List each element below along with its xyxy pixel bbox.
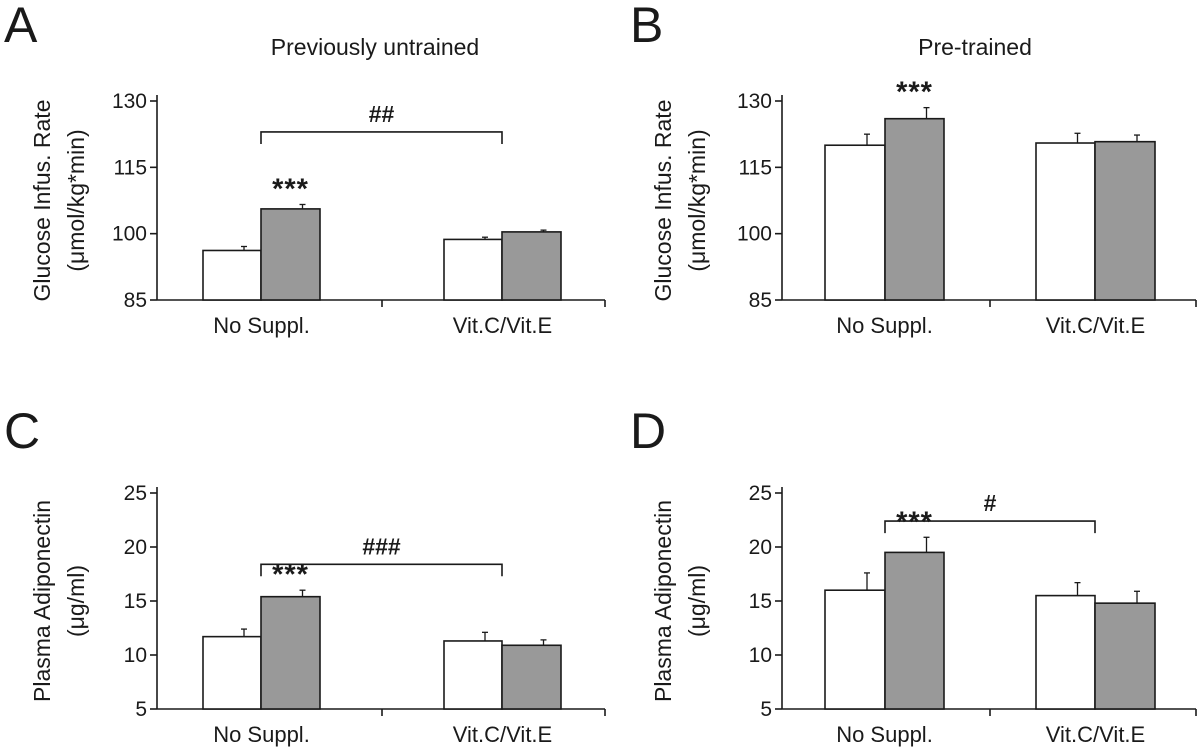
comparison-bracket (884, 520, 1096, 534)
bar (443, 238, 503, 301)
comparison-bracket (260, 563, 503, 577)
panel-title: Previously untrained (271, 34, 479, 60)
category-label: Vit.C/Vit.E (1046, 722, 1145, 747)
bar (1035, 594, 1096, 710)
y-axis-unit-label: (μmol/kg*min) (684, 129, 710, 271)
bar (824, 144, 886, 301)
panel-d: D Plasma Adiponectin (μg/ml) 5 10 15 20 25 No Su… (630, 403, 1197, 747)
y-axis-label: Glucose Infus. Rate (650, 100, 676, 302)
panel-a: A Previously untrained Glucose Infus. Rate… (4, 0, 606, 338)
y-axis-label: Plasma Adiponectin (650, 500, 676, 702)
bar (501, 644, 562, 710)
y-tick-label: 15 (124, 590, 147, 613)
panel-c: C Plasma Adiponectin (μg/ml) 5 10 15 20 25 No Su… (4, 403, 606, 747)
y-tick-label: 20 (749, 536, 772, 559)
category-label: No Suppl. (213, 313, 310, 338)
bar (202, 249, 262, 301)
bar (260, 595, 321, 710)
y-tick-label: 130 (737, 90, 772, 113)
y-tick-label: 5 (135, 698, 147, 721)
panel-title: Pre-trained (918, 34, 1032, 60)
y-axis-unit-label: (μg/ml) (684, 565, 710, 637)
bar (443, 640, 503, 710)
bar (824, 589, 886, 710)
y-tick-label: 5 (760, 698, 772, 721)
significance-stars: *** (272, 173, 309, 205)
category-label: Vit.C/Vit.E (453, 313, 552, 338)
category-label: Vit.C/Vit.E (1046, 313, 1145, 338)
y-tick-label: 115 (114, 156, 147, 179)
y-axis-unit-label: (μmol/kg*min) (63, 129, 89, 271)
y-tick-label: 10 (749, 644, 772, 667)
panel-letter: C (4, 403, 40, 459)
comparison-label: ### (362, 533, 401, 559)
y-tick-label: 115 (739, 156, 772, 179)
y-tick-label: 25 (124, 482, 147, 505)
panel-letter: D (630, 403, 666, 459)
bar (501, 231, 562, 301)
y-tick-label: 100 (737, 223, 772, 246)
y-tick-label: 130 (112, 90, 147, 113)
comparison-label: ## (369, 101, 395, 127)
significance-stars: *** (896, 77, 933, 109)
panel-letter: A (4, 0, 38, 53)
category-label: No Suppl. (836, 722, 933, 747)
bar (1035, 142, 1096, 301)
y-tick-label: 100 (112, 223, 147, 246)
bar (1094, 602, 1156, 710)
bar (884, 117, 945, 301)
significance-stars: *** (896, 506, 933, 538)
comparison-bracket (260, 131, 503, 144)
y-tick-label: 20 (124, 536, 147, 559)
category-label: Vit.C/Vit.E (453, 722, 552, 747)
y-tick-label: 25 (749, 482, 772, 505)
y-axis-unit-label: (μg/ml) (63, 565, 89, 637)
y-tick-label: 85 (124, 289, 147, 312)
y-tick-label: 15 (749, 590, 772, 613)
category-label: No Suppl. (836, 313, 933, 338)
y-axis-label: Glucose Infus. Rate (29, 100, 55, 302)
panel-b: B Pre-trained Glucose Infus. Rate (μmol/kg*… (630, 0, 1197, 338)
y-tick-label: 85 (749, 289, 772, 312)
comparison-label: # (984, 490, 997, 516)
bar (202, 635, 262, 710)
y-axis-label: Plasma Adiponectin (29, 500, 55, 702)
bar (884, 551, 945, 710)
category-label: No Suppl. (213, 722, 310, 747)
bar (260, 208, 321, 301)
y-tick-label: 10 (124, 644, 147, 667)
panel-letter: B (630, 0, 663, 53)
bar (1094, 140, 1156, 301)
